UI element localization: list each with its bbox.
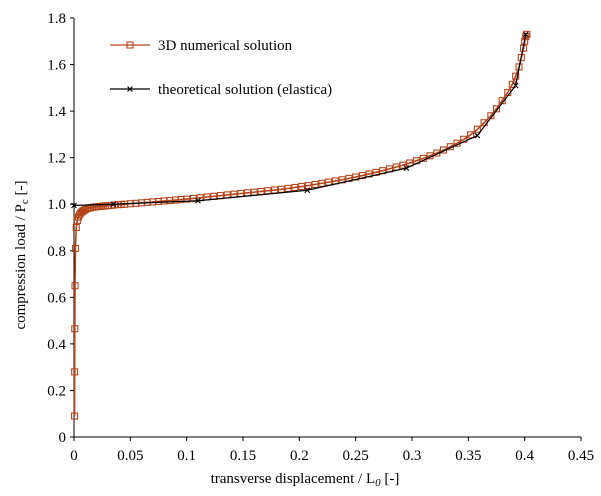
x-tick-label: 0.1	[177, 448, 196, 464]
data-point	[399, 161, 407, 169]
data-point	[492, 105, 501, 113]
data-point	[473, 125, 481, 133]
data-point	[474, 132, 481, 139]
x-tick-label: 0	[70, 448, 78, 464]
series-group	[71, 30, 531, 420]
data-point	[71, 325, 79, 333]
data-point	[523, 30, 531, 38]
axes	[73, 18, 581, 438]
data-point	[126, 41, 134, 49]
y-axis-label-suffix: [-]	[13, 180, 29, 199]
y-tick-label: 1.6	[47, 58, 66, 74]
x-tick-label: 0.15	[230, 448, 256, 464]
legend: 3D numerical solution theoretical solutio…	[110, 38, 332, 98]
x-tick-label: 0.3	[403, 448, 422, 464]
data-point	[311, 180, 319, 188]
y-axis-label-main: compression load / P	[13, 204, 29, 329]
y-axis-label-subscript: c	[19, 199, 31, 204]
x-tick-label: 0.4	[515, 448, 534, 464]
data-point	[358, 172, 366, 180]
data-point	[298, 182, 306, 191]
data-point	[71, 412, 79, 420]
legend-entry: theoretical solution (elastica)	[110, 82, 332, 98]
data-point	[512, 82, 519, 89]
data-point	[110, 201, 117, 208]
data-point	[72, 223, 80, 232]
data-point	[71, 368, 79, 376]
y-tick-label: 1.0	[47, 197, 66, 213]
y-tick-label: 1.4	[47, 104, 66, 120]
y-tick-label: 0.2	[47, 383, 66, 399]
x-axis-label-subscript: 0	[375, 477, 381, 489]
x-tick-label: 0.2	[290, 448, 309, 464]
legend-label: 3D numerical solution	[158, 38, 293, 54]
series-theoretical	[71, 31, 529, 209]
y-tick-label: 1.2	[47, 151, 66, 167]
data-point	[304, 187, 311, 194]
y-tick-label: 0.4	[47, 337, 66, 353]
legend-entry: 3D numerical solution	[110, 38, 293, 54]
data-point	[291, 183, 299, 192]
x-axis-ticks: 0 0.05 0.1 0.15 0.2 0.25 0.3 0.35 0.4 0.45	[70, 437, 594, 464]
data-point	[522, 31, 529, 38]
data-point	[127, 86, 133, 92]
x-tick-label: 0.35	[455, 448, 481, 464]
data-point	[195, 197, 201, 204]
x-tick-label: 0.05	[117, 448, 143, 464]
data-point	[183, 195, 191, 203]
y-tick-label: 0.6	[47, 290, 66, 306]
data-point	[318, 179, 326, 187]
x-axis-label: transverse displacement / L0 [-]	[211, 471, 400, 489]
legend-label: theoretical solution (elastica)	[158, 82, 332, 98]
y-axis-label: compression load / Pc [-]	[13, 180, 31, 329]
y-tick-label: 1.8	[47, 11, 66, 27]
data-point	[81, 206, 89, 214]
y-axis-ticks: 0 0.2 0.4 0.6 0.8 1.0 1.2 1.4 1.6 1.8	[47, 11, 74, 446]
data-point	[71, 202, 77, 209]
data-point	[467, 131, 475, 139]
x-tick-label: 0.25	[343, 448, 369, 464]
x-tick-label: 0.45	[568, 448, 594, 464]
x-axis-label-main: transverse displacement / L	[211, 471, 376, 487]
data-point	[403, 165, 410, 172]
data-point	[71, 282, 79, 290]
y-tick-label: 0.8	[47, 244, 66, 260]
data-point	[512, 72, 520, 80]
data-point	[71, 244, 80, 252]
x-axis-label-suffix: [-]	[381, 471, 400, 487]
y-tick-label: 0	[59, 430, 67, 446]
series-line	[73, 34, 527, 206]
data-point	[79, 207, 87, 215]
data-point	[83, 205, 92, 213]
data-point	[284, 184, 292, 192]
